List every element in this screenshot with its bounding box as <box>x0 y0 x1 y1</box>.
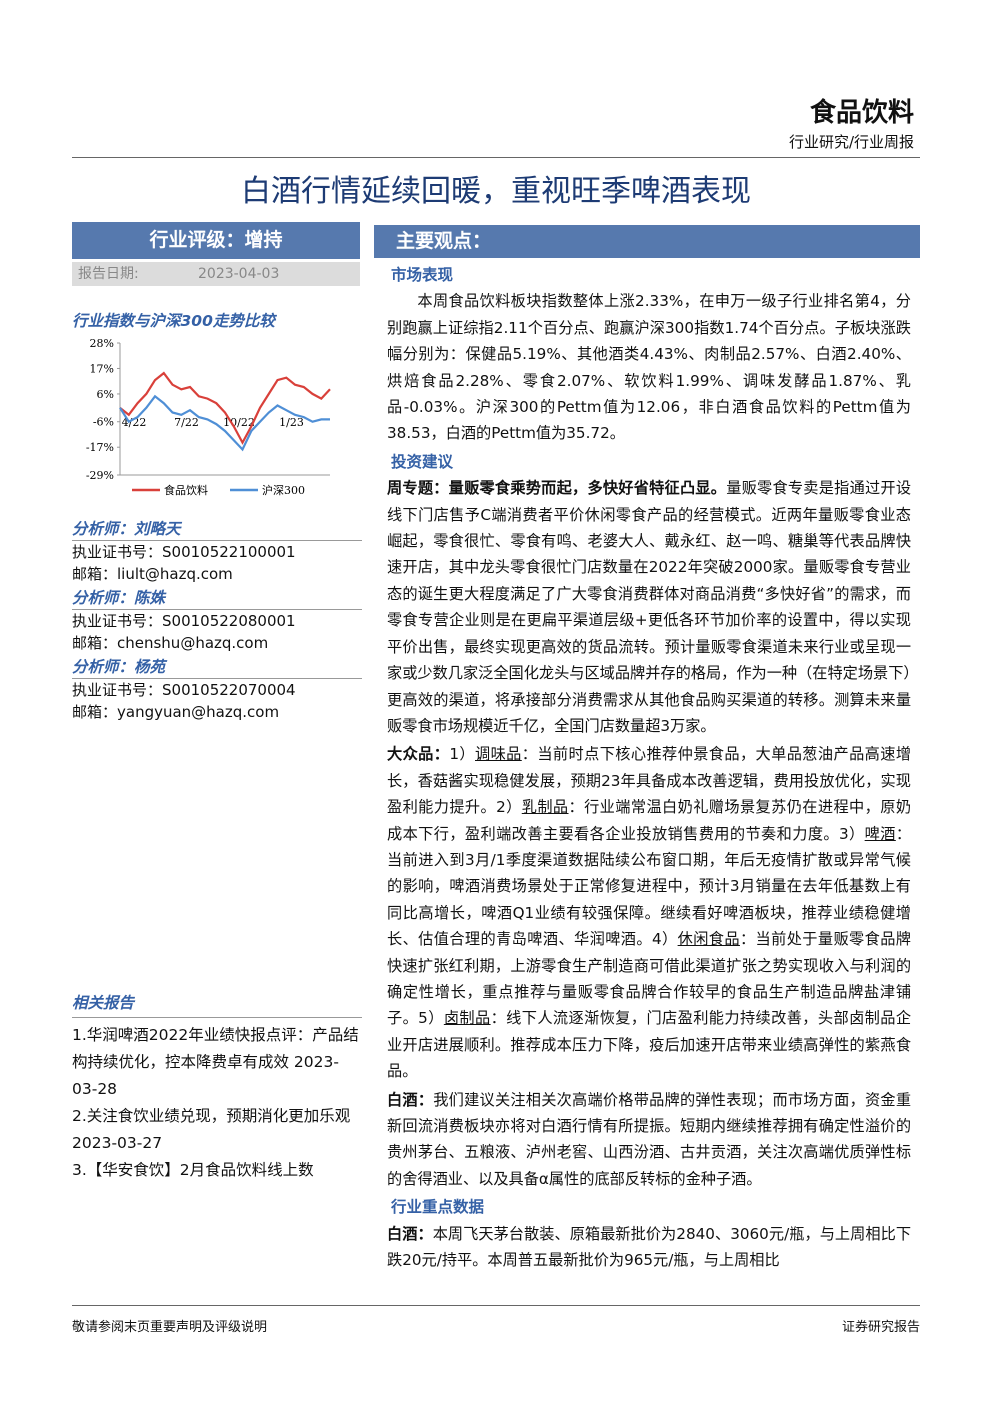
paragraph: 本周食品饮料板块指数整体上涨2.33%，在申万一级子行业排名第4，分别跑赢上证综… <box>387 288 911 446</box>
analyst-heading: 分析师：陈姝 <box>72 587 362 610</box>
y-tick-label: -17% <box>86 441 114 454</box>
divider <box>72 1305 920 1306</box>
analysts: 分析师：刘略天执业证书号：S0010522100001 邮箱：liult@hazq… <box>72 516 362 723</box>
series-line <box>119 394 330 452</box>
bold-text: 大众品： <box>387 745 450 764</box>
report-title: 白酒行情延续回暖，重视旺季啤酒表现 <box>241 174 751 209</box>
main-body: 市场表现本周食品饮料板块指数整体上涨2.33%，在申万一级子行业排名第4，分别跑… <box>387 262 911 1278</box>
footer-label: 证券研究报告 <box>841 1320 920 1335</box>
related-report: 1.华润啤酒2022年业绩快报点评：产品结构持续优化，控本降费卓有成效 2023… <box>72 1026 359 1098</box>
text: 休闲食品 <box>677 930 740 949</box>
paragraph: 白酒：本周飞天茅台散装、原箱最新批价为2840、3060元/瓶，与上周相比下跌2… <box>387 1221 911 1274</box>
section-heading: 行业重点数据 <box>387 1194 911 1220</box>
text: 我们建议关注相关次高端价格带品牌的弹性表现；而市场方面，资金重新回流消费板块亦将… <box>387 1090 911 1188</box>
analyst-email: 邮箱：yangyuan@hazq.com <box>72 703 280 721</box>
analyst-email: 邮箱：liult@hazq.com <box>72 565 233 583</box>
chart: 28%17%6%-6%-17%-29%4/22 7/22 10/22 1/23食品饮料… <box>86 337 331 497</box>
related-heading: 相关报告 <box>72 990 362 1018</box>
analyst-heading: 分析师：杨苑 <box>72 656 362 679</box>
text: 量贩零食专卖是指通过开设线下门店售予C端消费者平价休闲零食产品的经营模式。近两年… <box>387 479 911 735</box>
text: ：当前进入到3月/1季度渠道数据陆续公布窗口期，年后无疫情扩散或异常气候的影响，… <box>387 824 911 949</box>
text: 本周食品饮料板块指数整体上涨2.33%，在申万一级子行业排名第4，分别跑赢上证综… <box>387 292 911 443</box>
text: ：线下人流逐渐恢复，门店盈利能力持续改善，头部卤制品企业开店进展顺利。推荐成本压… <box>387 1009 911 1081</box>
legend-label: 食品饮料 <box>164 483 208 497</box>
y-tick-label: -6% <box>93 416 114 429</box>
text: 卤制品 <box>443 1009 491 1028</box>
sector: 食品饮料 <box>809 98 914 128</box>
text: ：行业端常温白奶礼赠场景复苏仍在进程中，原奶成本下行，盈利端改善主要看各企业投放… <box>387 798 911 843</box>
y-tick-label: 6% <box>97 388 114 401</box>
bold-text: 白酒： <box>387 1090 434 1109</box>
analyst-license: 执业证书号：S0010522070004 <box>72 681 296 699</box>
text: 调味品 <box>475 745 522 764</box>
text: ：当前处于量贩零食品牌快速扩张红利期，上游零食生产制造商可借此渠道扩张之势实现收… <box>387 930 911 1028</box>
analyst-email: 邮箱：chenshu@hazq.com <box>72 634 269 652</box>
related-reports: 相关报告 1.华润啤酒2022年业绩快报点评：产品结构持续优化，控本降费卓有成效… <box>72 990 362 1184</box>
series-line <box>119 371 331 445</box>
divider <box>72 157 920 158</box>
subtitle: 行业研究/行业周报 <box>788 133 914 151</box>
footer-note: 敬请参阅末页重要声明及评级说明 <box>72 1320 268 1335</box>
legend-label: 沪深300 <box>262 483 305 497</box>
x-tick-label: 10/22 <box>223 416 255 429</box>
bold-text: 周专题：量贩零食乘势而起，多快好省特征凸显。 <box>387 479 727 498</box>
text: 1） <box>449 745 475 764</box>
x-tick-label: 1/23 <box>279 416 304 429</box>
paragraph: 白酒：我们建议关注相关次高端价格带品牌的弹性表现；而市场方面，资金重新回流消费板… <box>387 1087 911 1193</box>
related-report: 3.【华安食饮】2月食品饮料线上数 <box>72 1161 314 1179</box>
analyst-license: 执业证书号：S0010522100001 <box>72 543 296 561</box>
section-heading: 市场表现 <box>387 262 911 288</box>
date-label: 报告日期: <box>78 266 139 282</box>
rating: 行业评级：增持 <box>72 222 360 259</box>
bold-text: 白酒： <box>387 1224 433 1243</box>
y-tick-label: 17% <box>90 362 114 375</box>
chart-title: 行业指数与沪深300走势比较 <box>72 312 275 330</box>
text: 乳制品 <box>521 798 569 817</box>
analyst-heading: 分析师：刘略天 <box>72 518 362 541</box>
paragraph: 大众品：1）调味品：当前时点下核心推荐仲景食品，大单品葱油产品高速增长，香菇酱实… <box>387 741 911 1084</box>
y-tick-label: -29% <box>86 469 114 482</box>
main-heading: 主要观点： <box>374 225 920 258</box>
paragraph: 周专题：量贩零食乘势而起，多快好省特征凸显。量贩零食专卖是指通过开设线下门店售予… <box>387 475 911 739</box>
related-report: 2.关注食饮业绩兑现，预期消化更加乐观 2023-03-27 <box>72 1107 351 1152</box>
text: ：当前时点下核心推荐仲景食品，大单品葱油产品高速增长，香菇酱实现稳健发展，预期2… <box>387 745 911 817</box>
text: 本周飞天茅台散装、原箱最新批价为2840、3060元/瓶，与上周相比下跌20元/… <box>387 1224 911 1270</box>
date-row: 报告日期: 2023-04-03 <box>72 262 360 286</box>
text: 啤酒 <box>864 824 896 843</box>
date: 2023-04-03 <box>198 266 280 282</box>
section-heading: 投资建议 <box>387 449 911 475</box>
analyst-license: 执业证书号：S0010522080001 <box>72 612 296 630</box>
x-tick-label: 7/22 <box>174 416 199 429</box>
y-tick-label: 28% <box>90 337 114 350</box>
